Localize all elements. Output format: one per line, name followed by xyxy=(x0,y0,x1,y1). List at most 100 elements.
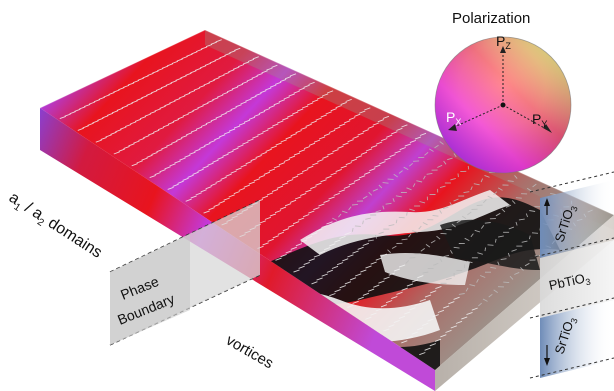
polarization-arrow-icon xyxy=(278,99,285,103)
polarization-arrow-icon xyxy=(270,84,277,88)
polarization-arrow-icon xyxy=(236,83,244,87)
polarization-arrow-icon xyxy=(157,127,165,131)
polarization-arrow-icon xyxy=(300,192,307,197)
polarization-arrow-icon xyxy=(218,200,225,204)
polarization-arrow-icon xyxy=(223,197,230,201)
polarization-arrow-icon xyxy=(405,260,410,264)
polarization-arrow-icon xyxy=(456,219,462,224)
polarization-arrow-icon xyxy=(192,108,199,112)
polarization-arrow-icon xyxy=(439,209,442,214)
polarization-arrow-icon xyxy=(389,154,396,158)
polarization-arrow-icon xyxy=(448,301,455,305)
polarization-arrow-icon xyxy=(450,249,453,254)
polarization-arrow-icon xyxy=(464,237,470,242)
polarization-arrow-icon xyxy=(190,129,198,133)
polarization-arrow-icon xyxy=(92,120,99,124)
polarization-arrow-icon xyxy=(332,217,338,221)
polarization-arrow-icon xyxy=(409,307,416,311)
polarization-arrow-icon xyxy=(215,115,222,119)
polarization-arrow-icon xyxy=(220,112,227,116)
polarization-arrow-icon xyxy=(307,165,314,169)
polarization-arrow-icon xyxy=(393,319,400,324)
polarization-arrow-icon xyxy=(329,293,336,297)
polarization-arrow-icon xyxy=(347,254,354,258)
polarization-arrow-icon xyxy=(222,91,229,95)
polarization-arrow-icon xyxy=(426,172,433,175)
polarization-arrow-icon xyxy=(317,159,324,163)
polarization-arrow-icon xyxy=(424,152,429,156)
polarization-arrow-icon xyxy=(529,210,536,212)
polarization-arrow-icon xyxy=(207,99,214,104)
polarization-arrow-icon xyxy=(442,206,449,210)
polarization-arrow-icon xyxy=(377,119,384,123)
polarization-arrow-icon xyxy=(252,135,259,139)
polarization-arrow-icon xyxy=(160,85,168,89)
polarization-arrow-icon xyxy=(148,132,155,136)
polarization-arrow-icon xyxy=(418,225,422,230)
polarization-arrow-icon xyxy=(495,212,501,217)
polarization-arrow-icon xyxy=(300,126,307,130)
polarization-arrow-icon xyxy=(359,110,366,114)
polarization-arrow-icon xyxy=(524,262,530,267)
polarization-arrow-icon xyxy=(231,86,239,90)
polarization-arrow-icon xyxy=(439,185,446,189)
polarization-arrow-icon xyxy=(268,105,275,109)
polarization-arrow-icon xyxy=(225,109,232,113)
polarization-arrow-icon xyxy=(411,279,419,283)
polarization-arrow-icon xyxy=(159,169,166,173)
polarization-arrow-icon xyxy=(429,343,436,347)
polarization-arrow-icon xyxy=(136,160,143,164)
polarization-arrow-icon xyxy=(401,124,408,128)
polarization-arrow-icon xyxy=(302,169,309,173)
polarization-arrow-icon xyxy=(189,151,196,155)
polarization-arrow-icon xyxy=(273,165,281,169)
polarization-arrow-icon xyxy=(219,55,226,59)
polarization-arrow-icon xyxy=(497,261,500,266)
srtio3-bottom-panel xyxy=(540,300,614,378)
polarization-arrow-icon xyxy=(153,129,160,133)
polarization-arrow-icon xyxy=(141,95,148,99)
polarization-arrow-icon xyxy=(281,182,289,186)
polarization-arrow-icon xyxy=(370,312,377,316)
polarization-arrow-icon xyxy=(248,181,255,185)
polarization-arrow-icon xyxy=(267,238,274,242)
polarization-arrow-icon xyxy=(258,174,265,179)
polarization-arrow-icon xyxy=(263,108,271,112)
polarization-arrow-icon xyxy=(345,98,352,102)
polarization-arrow-icon xyxy=(409,257,416,259)
polarization-arrow-icon xyxy=(406,187,412,191)
polarization-arrow-icon xyxy=(350,158,357,162)
polarization-arrow-icon xyxy=(120,126,127,130)
polarization-arrow-icon xyxy=(348,206,352,211)
polarization-arrow-icon xyxy=(187,174,194,178)
polarization-arrow-icon xyxy=(169,100,176,104)
polarization-arrow-icon xyxy=(471,307,478,311)
polarization-arrow-icon xyxy=(241,81,249,85)
polarization-arrow-icon xyxy=(422,271,429,274)
polarization-arrow-icon xyxy=(198,84,205,89)
polarization-arrow-icon xyxy=(372,122,379,126)
polarization-arrow-icon xyxy=(339,123,346,127)
polarization-arrow-icon xyxy=(152,70,159,74)
polarization-arrow-icon xyxy=(329,243,336,247)
polarization-arrow-icon xyxy=(414,302,421,307)
polarization-arrow-icon xyxy=(393,268,401,272)
polarization-arrow-icon xyxy=(262,242,269,246)
polarization-arrow-icon xyxy=(432,314,439,318)
polarization-arrow-icon xyxy=(290,199,297,203)
polarization-arrow-icon xyxy=(258,110,266,115)
polarization-arrow-icon xyxy=(128,143,135,147)
polarization-arrow-icon xyxy=(179,95,186,99)
polarization-arrow-icon xyxy=(439,141,444,145)
polarization-arrow-icon xyxy=(208,79,215,83)
polarization-arrow-icon xyxy=(284,76,292,80)
polarization-arrow-icon xyxy=(323,133,331,137)
polarization-arrow-icon xyxy=(74,108,81,112)
polarization-arrow-icon xyxy=(381,138,388,142)
polarization-arrow-icon xyxy=(174,160,181,164)
polarization-arrow-icon xyxy=(242,61,250,65)
polarization-arrow-icon xyxy=(325,175,332,179)
polarization-arrow-icon xyxy=(422,222,428,226)
polarization-arrow-icon xyxy=(288,155,296,159)
polarization-arrow-icon xyxy=(182,177,189,181)
